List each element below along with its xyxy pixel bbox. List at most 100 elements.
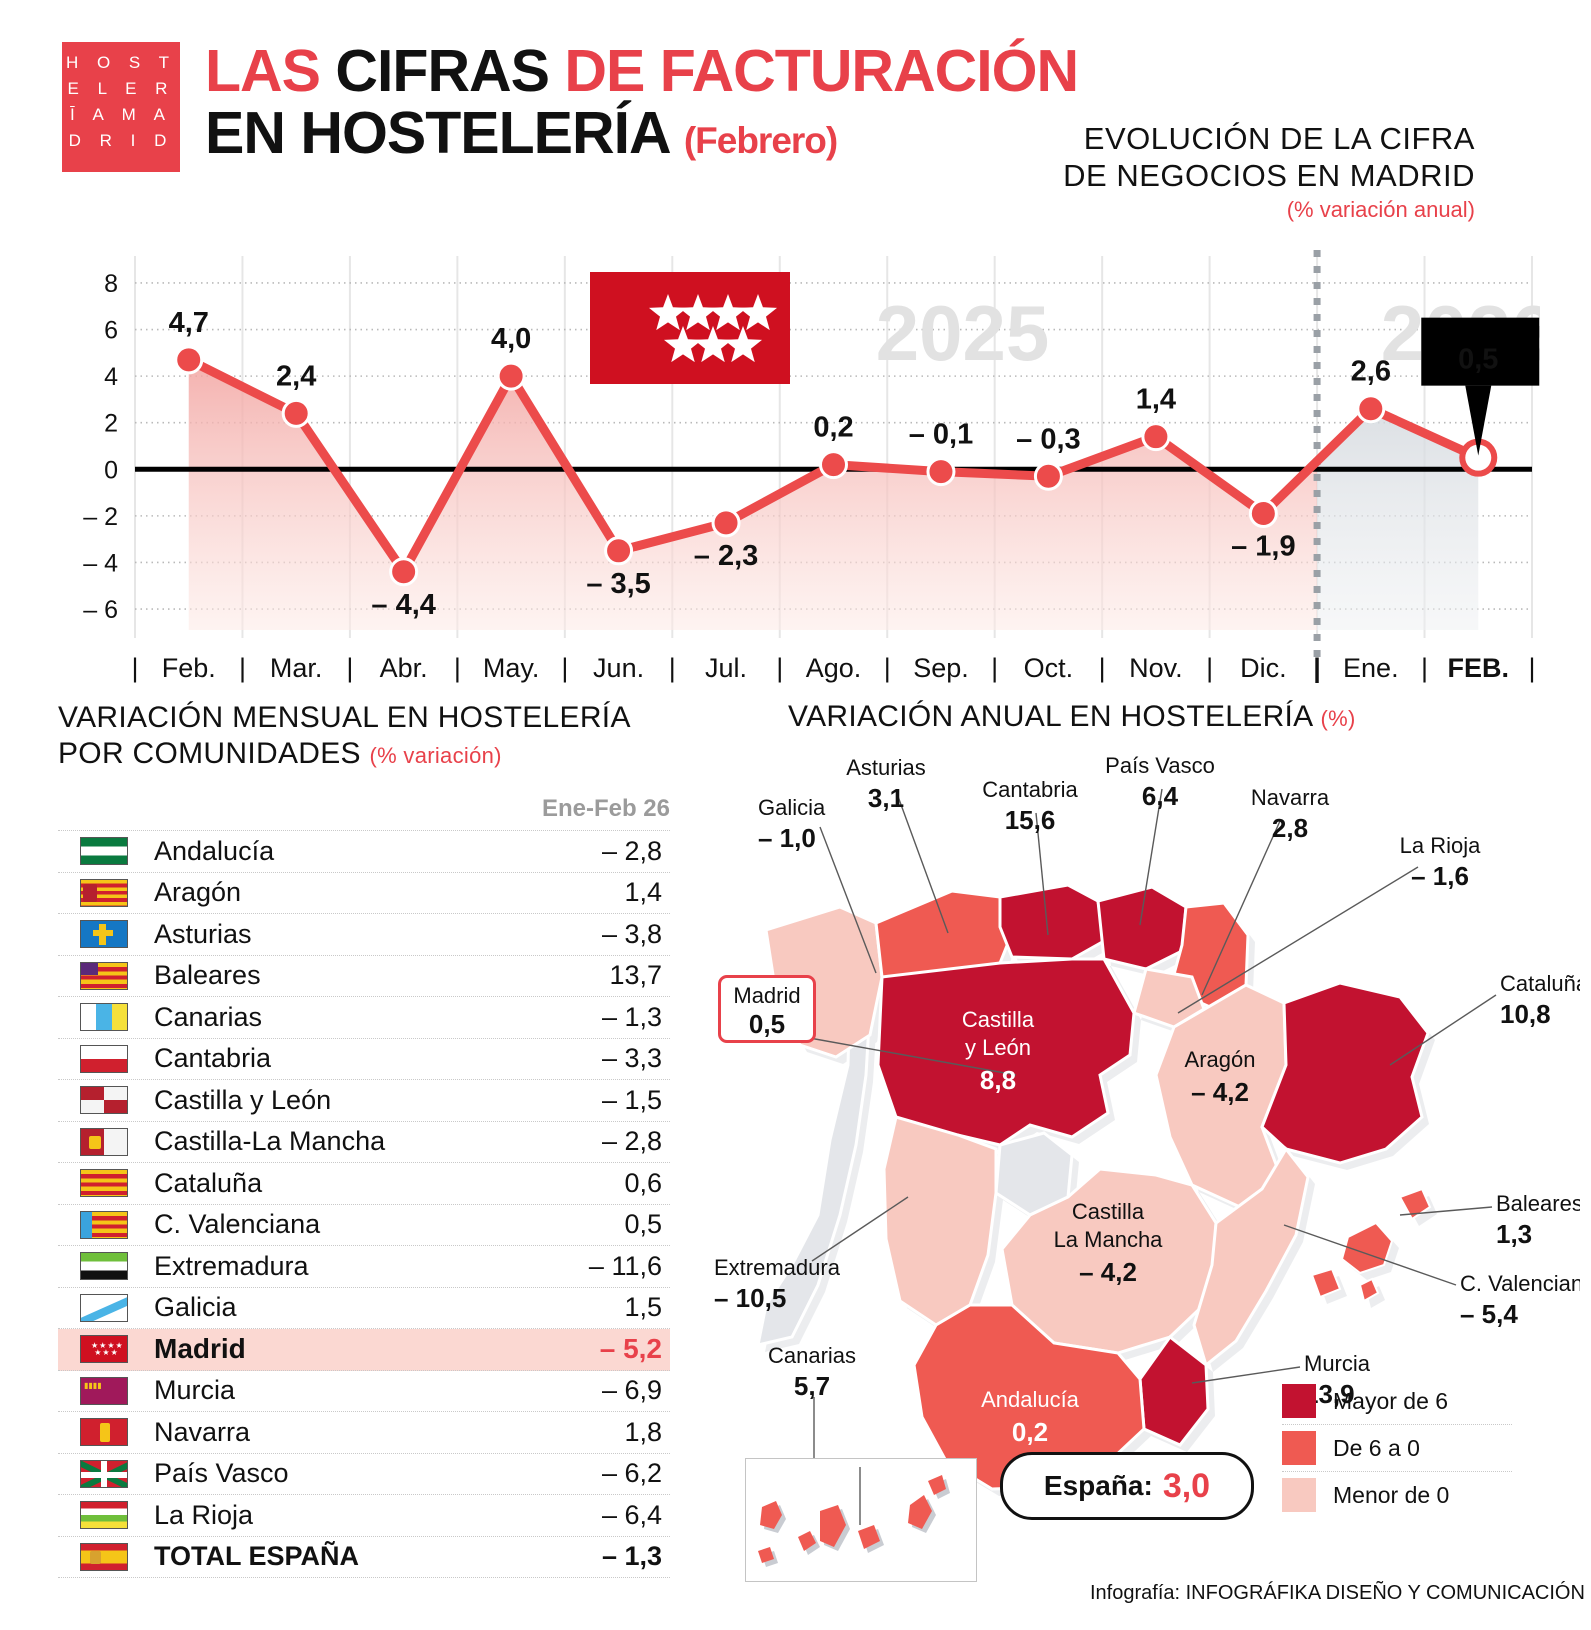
table-row: Galicia 1,5 (58, 1288, 670, 1329)
svg-text:May.: May. (483, 653, 540, 683)
map-label-asturias: Asturias 3,1 (846, 755, 949, 934)
table-row-name: Navarra (154, 1416, 251, 1447)
spain-total-value: 3,0 (1162, 1466, 1211, 1505)
svg-text:– 4,2: – 4,2 (1191, 1077, 1249, 1107)
table-row-name: C. Valenciana (154, 1209, 321, 1240)
map-title: VARIACIÓN ANUAL EN HOSTELERÍA (788, 700, 1312, 733)
monthly-variation-table: Andalucía – 2,8 Aragón 1,4 Asturias – 3,8 Bale… (58, 830, 670, 1578)
svg-text:Baleares: Baleares (1496, 1191, 1580, 1216)
svg-text:0,2: 0,2 (1012, 1417, 1048, 1447)
svg-text:3,1: 3,1 (868, 783, 904, 813)
legend-label: De 6 a 0 (1333, 1434, 1420, 1461)
svg-text:– 2,3: – 2,3 (694, 540, 759, 572)
svg-text:Cataluña: Cataluña (1500, 971, 1580, 996)
table-row-name: Baleares (154, 960, 261, 991)
table-row: Andalucía – 2,8 (58, 830, 670, 873)
table-row-name: Murcia (154, 1375, 236, 1406)
svg-text:Mar.: Mar. (270, 653, 323, 683)
svg-text:Castilla: Castilla (1072, 1199, 1145, 1224)
legend-swatch (1282, 1478, 1316, 1512)
svg-text:– 4,2: – 4,2 (1079, 1257, 1137, 1287)
svg-text:|: | (1421, 653, 1428, 683)
title-de-facturacion: DE FACTURACIÓN (564, 38, 1079, 104)
map-label-extremadura: Extremadura – 10,5 (714, 1196, 909, 1313)
flag-icon (80, 1003, 128, 1032)
page-title: LAS CIFRAS DE FACTURACIÓN EN HOSTELERÍA … (205, 40, 1145, 172)
map-region-cantabria (998, 883, 1106, 961)
flag-icon (80, 1210, 128, 1239)
chart-title-block: EVOLUCIÓN DE LA CIFRA DE NEGOCIOS EN MAD… (975, 120, 1475, 223)
svg-text:– 0,1: – 0,1 (909, 419, 974, 451)
map-region-paisvasco (1096, 885, 1188, 971)
flag-icon (80, 920, 128, 949)
table-row-value: 1,4 (624, 877, 662, 908)
svg-text:2,8: 2,8 (1272, 813, 1308, 843)
monthly-table-title: VARIACIÓN MENSUAL EN HOSTELERÍA POR COMU… (58, 700, 758, 774)
table-row-value: 0,5 (624, 1209, 662, 1240)
madrid-flag (590, 272, 790, 384)
table-row-name: Galicia (154, 1292, 237, 1323)
spain-total-badge: España: 3,0 (1000, 1452, 1254, 1520)
table-row-value: – 3,3 (601, 1043, 662, 1074)
svg-text:Nov.: Nov. (1129, 653, 1183, 683)
map-legend: Mayor de 6 De 6 a 0 Menor de 0 (1282, 1378, 1512, 1518)
svg-text:2,4: 2,4 (276, 360, 316, 392)
legend-label: Menor de 0 (1333, 1481, 1450, 1508)
table-row-name: Cataluña (154, 1167, 263, 1198)
svg-text:FEB.: FEB. (1448, 653, 1510, 683)
svg-text:– 0,3: – 0,3 (1016, 423, 1081, 455)
svg-text:La Rioja: La Rioja (1400, 833, 1481, 858)
svg-text:– 10,5: – 10,5 (714, 1283, 786, 1313)
table-row-name: Extremadura (154, 1250, 309, 1281)
svg-text:10,8: 10,8 (1500, 999, 1551, 1029)
svg-text:– 5,4: – 5,4 (1460, 1299, 1518, 1329)
flag-icon: ▮▮▮▮ (80, 1376, 128, 1405)
svg-text:Galicia: Galicia (758, 795, 826, 820)
table-row-value: – 6,2 (601, 1458, 662, 1489)
svg-text:Jul.: Jul. (705, 653, 747, 683)
flag-icon (80, 1459, 128, 1488)
credit-line: Infografía: INFOGRÁFIKA DISEÑO Y COMUNIC… (1090, 1582, 1585, 1604)
svg-text:Castilla: Castilla (962, 1007, 1035, 1032)
svg-text:|: | (1528, 653, 1535, 683)
table-row-name: La Rioja (154, 1499, 254, 1530)
map-inline-label: Castilla y León 8,8 (962, 1007, 1035, 1095)
table-row: Castilla-La Mancha – 2,8 (58, 1122, 670, 1163)
svg-text:Murcia: Murcia (1304, 1351, 1371, 1376)
svg-text:– 6: – 6 (83, 596, 118, 624)
logo-line-2: E L E R (67, 79, 175, 98)
svg-text:|: | (1313, 653, 1321, 683)
table-row-name: Madrid (154, 1333, 246, 1365)
table-row-name: TOTAL ESPAÑA (154, 1541, 360, 1572)
legend-item: Menor de 0 (1282, 1472, 1512, 1518)
svg-text:Cantabria: Cantabria (982, 777, 1078, 802)
chart-title-line-1: EVOLUCIÓN DE LA CIFRA (1083, 121, 1475, 156)
svg-text:Extremadura: Extremadura (714, 1255, 841, 1280)
svg-text:0,2: 0,2 (813, 412, 853, 444)
chart-subtitle: (% variación anual) (1286, 197, 1475, 222)
map-label-navarra: Navarra 2,8 (1201, 785, 1330, 996)
svg-text:2025: 2025 (876, 289, 1050, 377)
table-row-value: – 1,3 (601, 1541, 662, 1572)
map-label-baleares: Baleares 1,3 (1399, 1191, 1583, 1249)
svg-text:– 1,0: – 1,0 (758, 823, 816, 853)
table-row: ▮▮▮▮ Murcia – 6,9 (58, 1371, 670, 1412)
canarias-inset-box (745, 1458, 977, 1582)
svg-text:6,4: 6,4 (1142, 781, 1179, 811)
table-row-value: – 3,8 (601, 918, 662, 949)
svg-text:2,6: 2,6 (1351, 356, 1391, 388)
title-cifras: CIFRAS (335, 38, 550, 104)
svg-text:– 1,9: – 1,9 (1231, 531, 1296, 563)
title-en-hosteleria: EN HOSTELERÍA (205, 100, 669, 166)
map-label-galicia: Galicia – 1,0 (758, 795, 877, 974)
table-row: Extremadura – 11,6 (58, 1246, 670, 1288)
table-row: Cataluña 0,6 (58, 1163, 670, 1205)
svg-text:Aragón: Aragón (1185, 1047, 1256, 1072)
svg-text:Abr.: Abr. (380, 653, 428, 683)
map-label-c--valenciana: C. Valenciana – 5,4 (1283, 1224, 1591, 1329)
flag-icon: ★★★★ ★★★ (80, 1335, 128, 1364)
svg-text:2: 2 (104, 410, 118, 438)
svg-text:8: 8 (104, 270, 118, 298)
table-row-value: 1,5 (624, 1292, 662, 1323)
